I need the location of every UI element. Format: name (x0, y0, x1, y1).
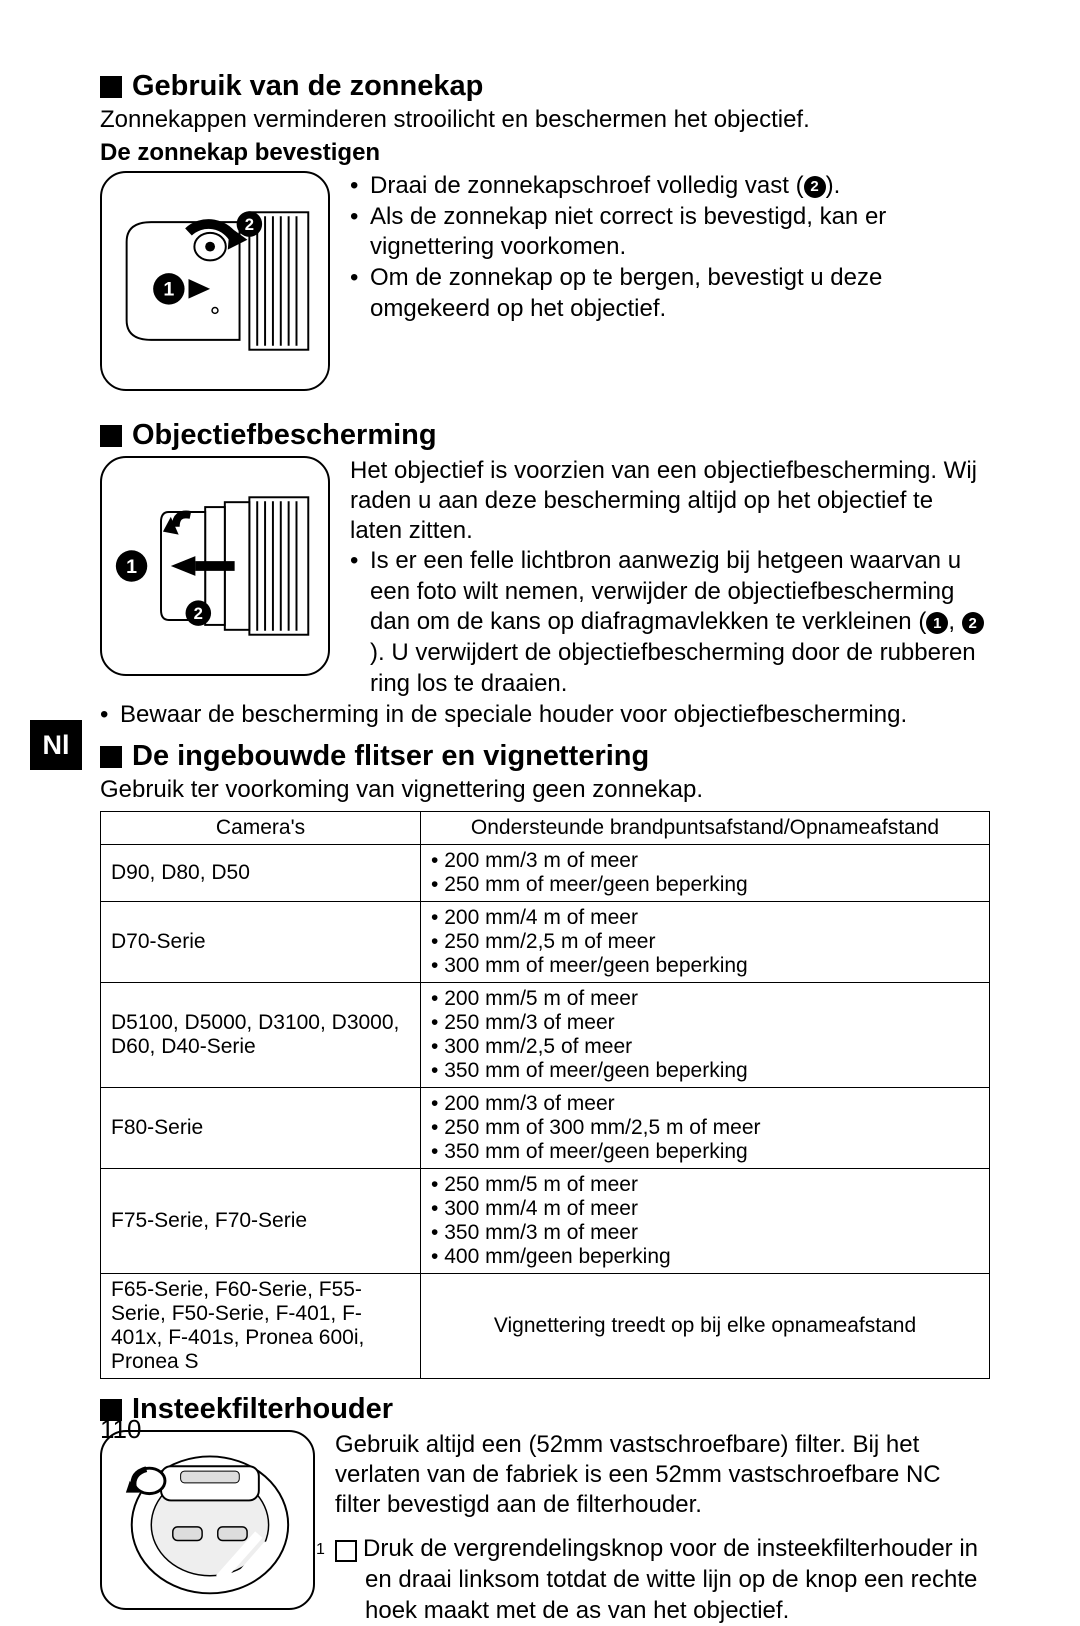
value-cell: 200 mm/3 of meer250 mm of 300 mm/2,5 m o… (421, 1088, 990, 1169)
row-filter: Gebruik altijd een (52mm vastschroefbare… (100, 1430, 990, 1626)
camera-cell: F80-Serie (101, 1088, 421, 1169)
page-number: 110 (100, 1414, 141, 1445)
value-cell: 200 mm/3 m of meer250 mm of meer/geen be… (421, 845, 990, 902)
step-1: 1Druk de vergrendelingsknop voor de inst… (335, 1534, 990, 1626)
table-header: Ondersteunde brandpuntsafstand/Opnameafs… (421, 812, 990, 845)
table-row: D90, D80, D50200 mm/3 m of meer250 mm of… (101, 845, 990, 902)
row-zonnekap: 2 1 Draai de zonnekapschroef volledig va… (100, 171, 990, 391)
value-cell: 200 mm/5 m of meer250 mm/3 of meer300 mm… (421, 983, 990, 1088)
row-bescherming: 1 2 Het objectief is voorzien van een ob… (100, 456, 990, 700)
camera-cell: F65-Serie, F60-Serie, F55-Serie, F50-Ser… (101, 1274, 421, 1379)
value-cell: Vignettering treedt op bij elke opnameaf… (421, 1274, 990, 1379)
table-row: F80-Serie200 mm/3 of meer250 mm of 300 m… (101, 1088, 990, 1169)
table-header: Camera's (101, 812, 421, 845)
list-item: Is er een felle lichtbron aanwezig bij h… (350, 546, 990, 700)
section-heading-filter: Insteekfilterhouder (100, 1393, 990, 1426)
step-number-icon: 1 (335, 1540, 357, 1562)
camera-cell: D70-Serie (101, 902, 421, 983)
camera-table: Camera's Ondersteunde brandpuntsafstand/… (100, 811, 990, 1379)
svg-text:1: 1 (163, 279, 174, 301)
table-row: F65-Serie, F60-Serie, F55-Serie, F50-Ser… (101, 1274, 990, 1379)
square-marker-icon (100, 76, 122, 98)
value-cell: 250 mm/5 m of meer300 mm/4 m of meer350 … (421, 1169, 990, 1274)
list-item: Om de zonnekap op te bergen, bevestigt u… (350, 263, 990, 324)
table-row: F75-Serie, F70-Serie250 mm/5 m of meer30… (101, 1169, 990, 1274)
section-para: Gebruik altijd een (52mm vastschroefbare… (335, 1430, 990, 1520)
section-heading-zonnekap: Gebruik van de zonnekap (100, 70, 990, 103)
list-item: Bewaar de bescherming in de speciale hou… (100, 700, 990, 731)
square-marker-icon (100, 746, 122, 768)
camera-cell: F75-Serie, F70-Serie (101, 1169, 421, 1274)
heading-text: Gebruik van de zonnekap (132, 70, 483, 103)
section-para: Het objectief is voorzien van een object… (350, 456, 990, 546)
list-item: Als de zonnekap niet correct is bevestig… (350, 202, 990, 263)
illustration-zonnekap: 2 1 (100, 171, 330, 391)
bullet-list-bescherming: Is er een felle lichtbron aanwezig bij h… (350, 546, 990, 700)
illustration-filter (100, 1430, 315, 1610)
table-row: D70-Serie200 mm/4 m of meer250 mm/2,5 m … (101, 902, 990, 983)
svg-text:2: 2 (245, 215, 254, 234)
heading-text: Insteekfilterhouder (132, 1393, 393, 1426)
list-item: Draai de zonnekapschroef volledig vast (… (350, 171, 990, 202)
illustration-bescherming: 1 2 (100, 456, 330, 676)
heading-text: De ingebouwde flitser en vignettering (132, 740, 649, 773)
circled-1-icon: 1 (926, 612, 948, 634)
heading-text: Objectiefbescherming (132, 419, 437, 452)
svg-text:1: 1 (126, 556, 137, 578)
subheading: De zonnekap bevestigen (100, 139, 990, 167)
value-cell: 200 mm/4 m of meer250 mm/2,5 m of meer30… (421, 902, 990, 983)
circled-2-icon: 2 (804, 176, 826, 198)
section-intro: Zonnekappen verminderen strooilicht en b… (100, 105, 990, 135)
language-tab: Nl (30, 720, 82, 770)
section-heading-flitser: De ingebouwde flitser en vignettering (100, 740, 990, 773)
section-intro: Gebruik ter voorkoming van vignettering … (100, 775, 990, 805)
svg-text:2: 2 (194, 604, 203, 623)
section-heading-bescherming: Objectiefbescherming (100, 419, 990, 452)
bullet-list-zonnekap: Draai de zonnekapschroef volledig vast (… (350, 171, 990, 391)
camera-cell: D90, D80, D50 (101, 845, 421, 902)
circled-2-icon: 2 (962, 612, 984, 634)
square-marker-icon (100, 425, 122, 447)
camera-cell: D5100, D5000, D3100, D3000, D60, D40-Ser… (101, 983, 421, 1088)
table-row: D5100, D5000, D3100, D3000, D60, D40-Ser… (101, 983, 990, 1088)
bullet-list-bescherming-cont: Bewaar de bescherming in de speciale hou… (100, 700, 990, 731)
